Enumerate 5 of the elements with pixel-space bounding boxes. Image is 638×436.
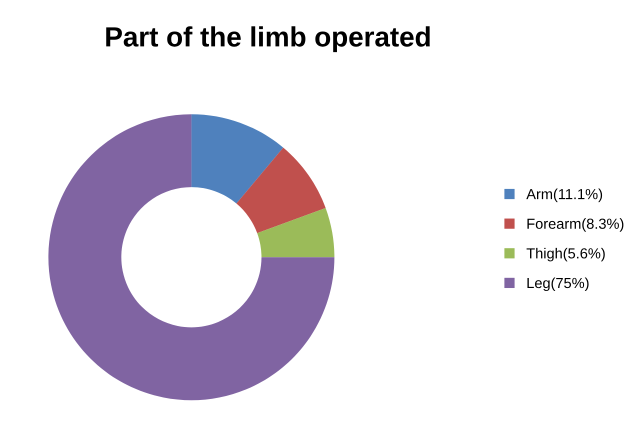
- chart-title: Part of the limb operated: [106, 26, 430, 52]
- legend-label: Forearm(8.3%): [527, 218, 624, 232]
- legend-label: Leg(75%): [527, 277, 589, 292]
- legend-label: Arm(11.1%): [526, 188, 602, 202]
- legend-label: Thigh(5.6%): [526, 248, 605, 262]
